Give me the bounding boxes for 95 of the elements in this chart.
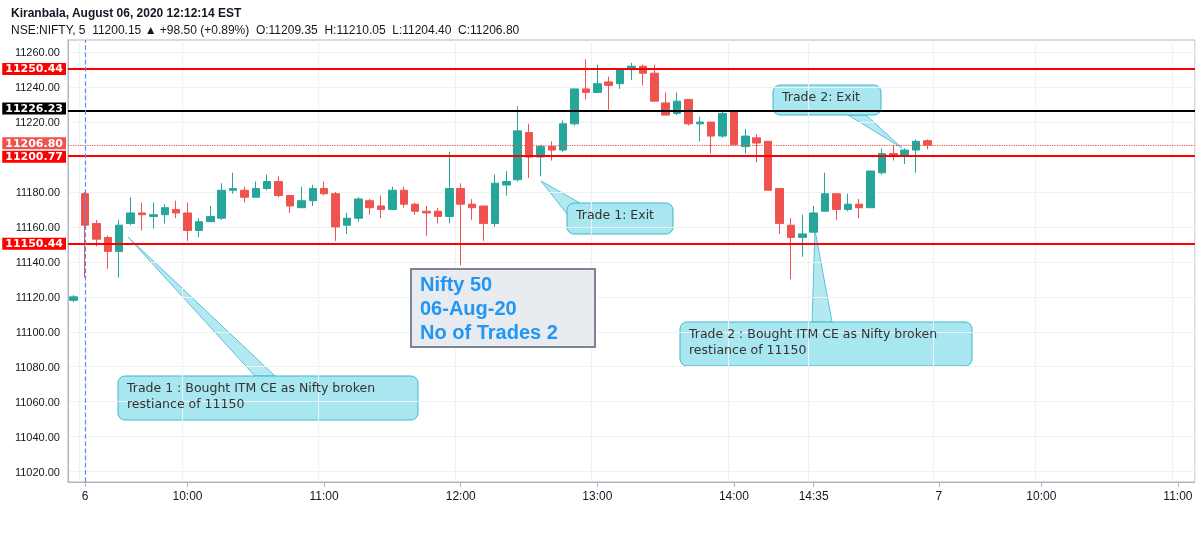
candlestick — [593, 63, 602, 93]
x-tick-label: 7 — [935, 489, 943, 503]
x-tick-label: 11:00 — [1163, 489, 1193, 503]
candlestick — [263, 174, 271, 191]
candlestick — [684, 98, 693, 127]
candlestick — [456, 182, 465, 266]
annotation: Nifty 50 06-Aug-20 No of Trades 2 — [410, 268, 596, 348]
candlestick — [309, 184, 317, 207]
candlestick — [297, 186, 306, 209]
candlestick — [331, 191, 340, 242]
ref-line-label: 11226.23 — [5, 102, 63, 116]
x-tick-label: 11:00 — [309, 489, 340, 503]
x-tick-label: 10:00 — [1026, 489, 1057, 503]
y-tick-label: 11100.00 — [15, 325, 60, 338]
candlestick — [844, 193, 852, 212]
annotation: Trade 1 : Bought ITM CE as Nifty broken restiance of 11150 — [126, 379, 377, 413]
candlestick — [217, 182, 226, 221]
candlestick — [559, 119, 567, 153]
y-tick-label: 11160.00 — [15, 220, 60, 233]
candlestick — [468, 198, 476, 221]
x-tick-label: 12:00 — [445, 489, 477, 503]
y-tick-label: 11080.00 — [14, 360, 60, 373]
candlestick — [900, 147, 909, 165]
x-tick-label: 10:00 — [172, 489, 203, 503]
candlestick — [604, 76, 613, 111]
candlestick — [491, 174, 499, 228]
candlestick — [172, 200, 180, 219]
candlestick — [502, 170, 511, 196]
annotation: Trade 1: Exit — [575, 206, 655, 224]
candlestick — [787, 217, 795, 280]
candlestick — [479, 205, 488, 242]
candlestick — [422, 205, 431, 237]
candlestick — [821, 172, 829, 212]
candlestick — [855, 198, 863, 219]
candlestick — [183, 201, 192, 242]
candlestick — [354, 196, 363, 223]
candlestick — [115, 219, 123, 279]
candlestick — [832, 193, 841, 221]
candlestick — [434, 207, 442, 224]
x-tick-label: 14:00 — [718, 489, 750, 503]
y-tick-label: 11220.00 — [14, 116, 60, 129]
y-tick-label: 11040.00 — [14, 430, 60, 443]
candlestick — [195, 217, 203, 238]
candlestick — [320, 181, 328, 196]
x-tick-label: 14:35 — [798, 489, 829, 503]
candlestick — [92, 219, 101, 247]
ref-line-label: 11150.44 — [5, 237, 64, 251]
y-tick-label: 11060.00 — [14, 395, 60, 408]
y-tick-label: 11260.00 — [14, 46, 60, 59]
candlestick — [718, 111, 727, 139]
candlestick — [570, 88, 579, 127]
candlestick — [411, 201, 419, 216]
ref-line-label: 11250.44 — [5, 62, 64, 76]
candlestick — [809, 205, 818, 233]
y-tick-label: 11020.00 — [14, 465, 60, 478]
candlestick — [696, 116, 704, 142]
candlestick — [81, 191, 89, 279]
y-tick-label: 11140.00 — [15, 255, 60, 268]
y-tick-label: 11240.00 — [14, 81, 60, 94]
x-tick-label: 6 — [81, 489, 89, 503]
y-tick-label: 11120.00 — [15, 290, 60, 303]
candlestick — [365, 198, 374, 216]
ref-line-label: 11206.80 — [5, 136, 64, 150]
x-tick-label: 13:00 — [582, 489, 613, 503]
candlestick — [149, 201, 158, 230]
candlestick — [582, 58, 590, 100]
candlestick — [343, 212, 351, 235]
candlestick — [240, 186, 249, 203]
candlestick — [616, 67, 624, 90]
candlestick — [741, 128, 750, 155]
chart-subtitle: NSE:NIFTY, 5 11200.15 ▲ +98.50 (+0.89%) O:11209.35 H:11210.05 L:11204.40 C:11206.80 — [11, 23, 520, 37]
candlestick — [138, 201, 146, 231]
candlestick — [161, 203, 169, 224]
candlestick — [798, 214, 807, 258]
ref-line-label: 11200.77 — [5, 150, 63, 164]
candlestick — [69, 294, 78, 303]
candlestick — [252, 181, 260, 198]
candlestick — [274, 175, 283, 198]
candlestick — [775, 188, 784, 235]
y-tick-label: 11180.00 — [15, 185, 60, 198]
candlestick — [377, 194, 385, 219]
candlestick — [650, 63, 659, 102]
annotation: Trade 2 : Bought ITM CE as Nifty broken restiance of 11150 — [688, 325, 939, 359]
candlestick — [513, 105, 522, 183]
candlestick — [400, 186, 408, 209]
annotation: Trade 2: Exit — [781, 88, 861, 106]
candlestick — [229, 172, 237, 195]
candlestick — [388, 186, 397, 210]
chart-title: Kiranbala, August 06, 2020 12:12:14 EST — [11, 6, 242, 20]
candlestick — [445, 151, 454, 224]
candlestick — [286, 194, 294, 214]
candlestick — [866, 170, 875, 209]
candlestick — [126, 196, 135, 226]
candlestick — [912, 139, 920, 174]
candlestick — [206, 205, 215, 223]
